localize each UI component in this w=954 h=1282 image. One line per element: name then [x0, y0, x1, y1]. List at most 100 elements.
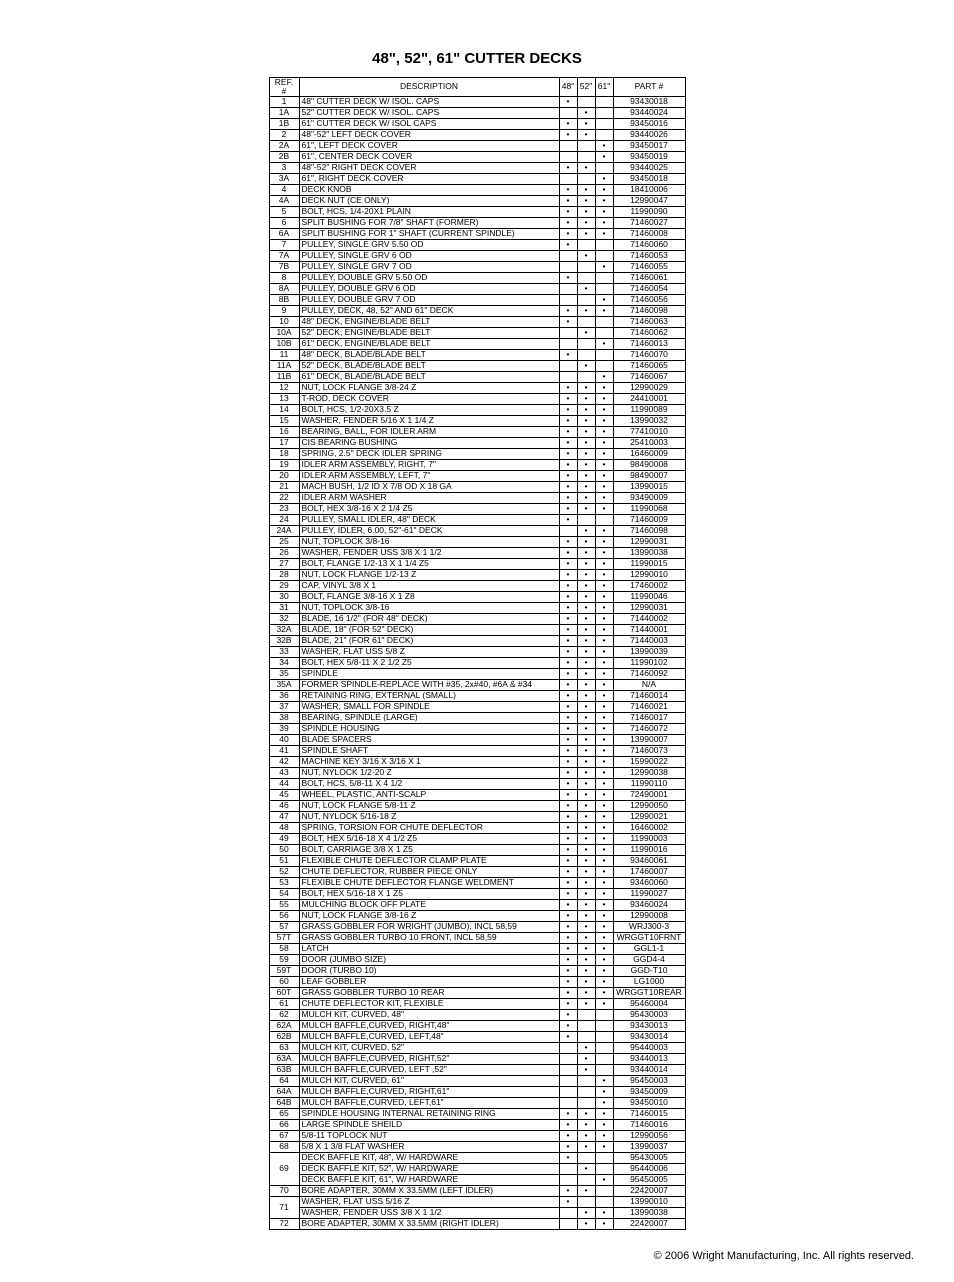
cell-mark	[559, 338, 577, 349]
cell-desc: FLEXIBLE CHUTE DEFLECTOR FLANGE WELDMENT	[299, 877, 559, 888]
cell-part: 71460009	[613, 514, 685, 525]
cell-mark: •	[595, 712, 613, 723]
cell-ref: 11B	[269, 371, 299, 382]
cell-mark: •	[577, 470, 595, 481]
cell-mark: •	[577, 767, 595, 778]
cell-mark: •	[577, 547, 595, 558]
cell-mark	[595, 107, 613, 118]
cell-mark: •	[577, 613, 595, 624]
cell-mark: •	[559, 866, 577, 877]
table-row: 19IDLER ARM ASSEMBLY, RIGHT, 7"•••984900…	[269, 459, 685, 470]
cell-mark: •	[577, 690, 595, 701]
cell-part: 13990007	[613, 734, 685, 745]
cell-desc: 52" CUTTER DECK W/ ISOL. CAPS	[299, 107, 559, 118]
cell-ref: 3	[269, 162, 299, 173]
table-row: 64AMULCH BAFFLE,CURVED, RIGHT,61"•934500…	[269, 1086, 685, 1097]
cell-ref: 68	[269, 1141, 299, 1152]
table-row: 4DECK KNOB•••18410006	[269, 184, 685, 195]
cell-mark: •	[559, 1152, 577, 1163]
table-row: 32BLADE, 16 1/2" (FOR 48" DECK)•••714400…	[269, 613, 685, 624]
cell-mark	[577, 151, 595, 162]
cell-mark: •	[559, 602, 577, 613]
cell-mark: •	[577, 1108, 595, 1119]
cell-mark: •	[559, 800, 577, 811]
cell-mark: •	[559, 393, 577, 404]
cell-desc: LEAF GOBBLER	[299, 976, 559, 987]
table-row: 16BEARING, BALL, FOR IDLER ARM•••7741001…	[269, 426, 685, 437]
cell-desc: CHUTE DEFLECTOR, RUBBER PIECE ONLY	[299, 866, 559, 877]
cell-part: 93460060	[613, 877, 685, 888]
table-row: 47NUT, NYLOCK 5/16-18 Z•••12990021	[269, 811, 685, 822]
cell-desc: PULLEY, SINGLE GRV 6 OD	[299, 250, 559, 261]
cell-desc: BEARING, BALL, FOR IDLER ARM	[299, 426, 559, 437]
cell-ref: 62	[269, 1009, 299, 1020]
cell-mark	[577, 1196, 595, 1207]
cell-part: 95450003	[613, 1075, 685, 1086]
cell-desc: PULLEY, SINGLE GRV 7 OD	[299, 261, 559, 272]
cell-mark: •	[577, 393, 595, 404]
cell-part: 71460014	[613, 690, 685, 701]
cell-ref: 8A	[269, 283, 299, 294]
cell-part: 12990021	[613, 811, 685, 822]
cell-mark: •	[595, 624, 613, 635]
cell-desc: 61" CUTTER DECK W/ ISOL CAPS	[299, 118, 559, 129]
cell-mark: •	[559, 437, 577, 448]
cell-mark: •	[559, 877, 577, 888]
cell-desc: SPRING, 2.5" DECK IDLER SPRING	[299, 448, 559, 459]
cell-desc: MULCH BAFFLE,CURVED, RIGHT,61"	[299, 1086, 559, 1097]
cell-mark: •	[559, 1185, 577, 1196]
cell-desc: 61", RIGHT DECK COVER	[299, 173, 559, 184]
cell-mark: •	[577, 1218, 595, 1229]
cell-mark: •	[559, 206, 577, 217]
cell-mark	[559, 250, 577, 261]
cell-desc: SPINDLE HOUSING INTERNAL RETAINING RING	[299, 1108, 559, 1119]
cell-ref: 54	[269, 888, 299, 899]
cell-part: 71460061	[613, 272, 685, 283]
table-row: 24APULLEY, IDLER, 6.00, 52"-61" DECK••71…	[269, 525, 685, 536]
cell-ref: 7	[269, 239, 299, 250]
table-row: 26WASHER, FENDER USS 3/8 X 1 1/2•••13990…	[269, 547, 685, 558]
cell-mark: •	[595, 613, 613, 624]
table-row: 248"-52" LEFT DECK COVER••93440026	[269, 129, 685, 140]
cell-ref: 12	[269, 382, 299, 393]
cell-mark: •	[559, 844, 577, 855]
cell-mark: •	[577, 228, 595, 239]
cell-mark: •	[595, 547, 613, 558]
cell-mark: •	[559, 547, 577, 558]
cell-mark: •	[559, 811, 577, 822]
table-row: 43NUT, NYLOCK 1/2-20 Z•••12990038	[269, 767, 685, 778]
cell-desc: MULCH KIT, CURVED, 52"	[299, 1042, 559, 1053]
cell-mark: •	[577, 624, 595, 635]
cell-mark: •	[595, 877, 613, 888]
cell-mark: •	[559, 679, 577, 690]
cell-mark: •	[577, 162, 595, 173]
cell-mark: •	[595, 184, 613, 195]
cell-desc: BOLT, HEX 5/16-18 X 1 Z5	[299, 888, 559, 899]
table-row: 4ADECK NUT (CE ONLY)•••12990047	[269, 195, 685, 206]
cell-part: 95440003	[613, 1042, 685, 1053]
table-row: 42MACHINE KEY 3/16 X 3/16 X 1•••15990022	[269, 756, 685, 767]
cell-ref: 31	[269, 602, 299, 613]
cell-mark: •	[577, 184, 595, 195]
table-row: 1148" DECK, BLADE/BLADE BELT•71460070	[269, 349, 685, 360]
cell-desc: 52" DECK, BLADE/BLADE BELT	[299, 360, 559, 371]
table-row: 57GRASS GOBBLER FOR WRIGHT (JUMBO), INCL…	[269, 921, 685, 932]
table-row: 45WHEEL, PLASTIC, ANTI-SCALP•••72490001	[269, 789, 685, 800]
cell-mark	[559, 107, 577, 118]
cell-mark: •	[595, 140, 613, 151]
cell-mark: •	[595, 492, 613, 503]
cell-part: 71460073	[613, 745, 685, 756]
cell-desc: MULCH KIT, CURVED, 48"	[299, 1009, 559, 1020]
cell-ref: 2B	[269, 151, 299, 162]
cell-mark: •	[595, 459, 613, 470]
cell-mark: •	[577, 756, 595, 767]
cell-part: 71440001	[613, 624, 685, 635]
cell-desc: SPINDLE	[299, 668, 559, 679]
cell-mark	[595, 1163, 613, 1174]
cell-mark	[595, 1053, 613, 1064]
cell-mark: •	[577, 1130, 595, 1141]
cell-mark: •	[595, 437, 613, 448]
cell-mark: •	[595, 217, 613, 228]
cell-part: 71460056	[613, 294, 685, 305]
cell-mark: •	[577, 1042, 595, 1053]
